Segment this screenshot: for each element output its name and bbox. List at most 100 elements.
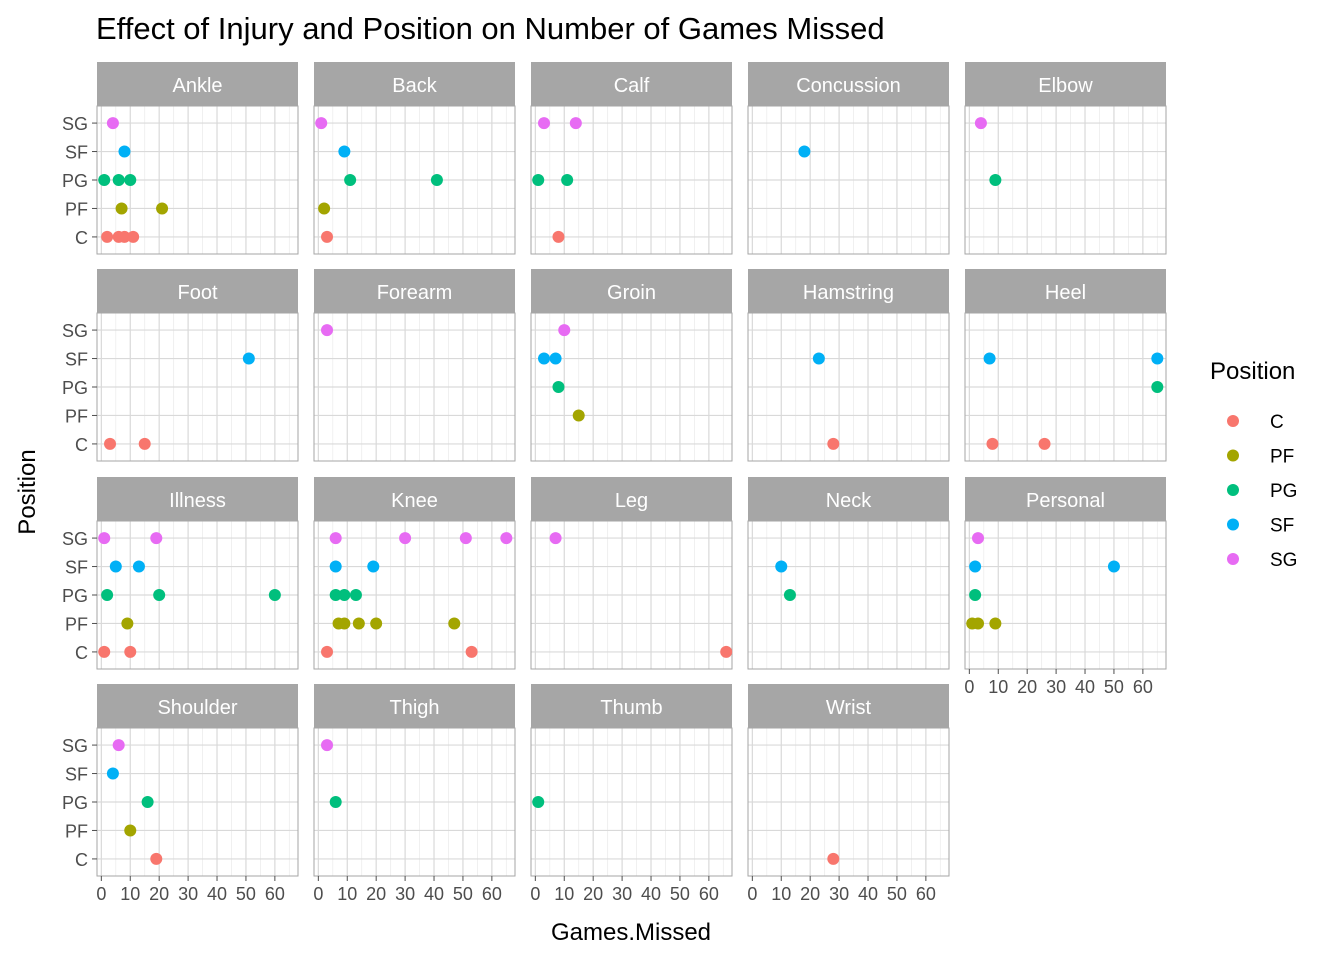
- facet-strip-label: Hamstring: [803, 282, 894, 304]
- data-point: [101, 589, 114, 601]
- y-tick-label: SG: [62, 321, 88, 341]
- facet-strip: [748, 477, 949, 521]
- facet-ankle: Ankle C PF PG SF SG: [62, 62, 299, 255]
- panel-border: [313, 727, 516, 877]
- panel-border: [747, 105, 950, 255]
- legend-label: PF: [1270, 447, 1294, 468]
- y-tick-label: SG: [62, 529, 88, 549]
- x-tick-label: 40: [1075, 677, 1095, 697]
- y-tick-label: SF: [65, 350, 88, 370]
- data-point: [138, 437, 151, 450]
- facet-strip-label: Elbow: [1038, 75, 1093, 97]
- data-point: [972, 532, 985, 545]
- facet-strip: [965, 269, 1166, 313]
- y-tick-label: C: [75, 228, 88, 248]
- y-tick-label: PG: [62, 586, 88, 606]
- facet-strip: [531, 62, 732, 106]
- facet-strip-label: Neck: [826, 490, 873, 512]
- data-point: [338, 617, 351, 630]
- data-point: [969, 560, 982, 573]
- facet-strip-label: Shoulder: [157, 697, 237, 719]
- data-point: [268, 589, 281, 601]
- legend-key: [1227, 518, 1239, 531]
- x-tick-label: 20: [1017, 677, 1037, 697]
- data-point: [242, 352, 255, 365]
- facet-strip-label: Thumb: [600, 697, 662, 719]
- facet-strip: [97, 62, 298, 106]
- facet-strip: [314, 269, 515, 313]
- data-point: [109, 560, 122, 573]
- data-point: [532, 796, 545, 808]
- legend-item-pg: PG: [1227, 481, 1297, 502]
- y-tick-label: PF: [65, 821, 88, 841]
- data-point: [318, 202, 331, 215]
- data-point: [399, 532, 412, 545]
- x-tick-label: 30: [1046, 677, 1066, 697]
- facet-strip-label: Concussion: [796, 75, 901, 97]
- facet-concussion: Concussion: [747, 62, 950, 255]
- data-point: [459, 532, 472, 545]
- y-tick-label: SG: [62, 736, 88, 756]
- x-tick-label: 10: [337, 884, 357, 904]
- data-point: [974, 117, 987, 130]
- data-point: [969, 589, 982, 601]
- data-point: [338, 589, 351, 601]
- data-point: [349, 589, 362, 601]
- legend-item-c: C: [1227, 412, 1284, 433]
- data-point: [315, 117, 328, 130]
- data-point: [430, 174, 443, 186]
- panel-border: [747, 727, 950, 877]
- x-tick-label: 10: [120, 884, 140, 904]
- legend-label: SG: [1270, 550, 1297, 571]
- x-tick-label: 0: [96, 884, 106, 904]
- facet-strip-label: Wrist: [826, 697, 872, 719]
- y-axis-title: Position: [14, 449, 41, 534]
- x-tick-label: 20: [366, 884, 386, 904]
- facet-strip: [531, 269, 732, 313]
- facet-panels: Ankle C PF PG SF SG Back Calf Concussion Elbow Foo…: [62, 62, 1167, 904]
- data-point: [549, 532, 562, 545]
- data-point: [989, 617, 1002, 630]
- x-tick-label: 40: [424, 884, 444, 904]
- y-tick-label: PF: [65, 614, 88, 634]
- legend-key: [1227, 415, 1239, 427]
- data-point: [572, 409, 585, 422]
- data-point: [98, 174, 111, 186]
- facet-strip: [97, 477, 298, 521]
- legend-item-sg: SG: [1227, 550, 1297, 571]
- panel-border: [747, 520, 950, 670]
- data-point: [370, 617, 383, 630]
- data-point: [500, 532, 513, 545]
- facet-back: Back: [313, 62, 516, 255]
- data-point: [112, 174, 125, 186]
- x-tick-label: 60: [482, 884, 502, 904]
- x-axis-title: Games.Missed: [551, 919, 711, 946]
- data-point: [775, 560, 788, 573]
- panel-border: [313, 520, 516, 670]
- panel-border: [964, 520, 1167, 670]
- facet-strip-label: Foot: [177, 282, 217, 304]
- data-point: [465, 645, 478, 658]
- facet-groin: Groin: [530, 269, 733, 462]
- data-point: [118, 145, 131, 158]
- facet-strip-label: Groin: [607, 282, 656, 304]
- facet-strip: [97, 684, 298, 728]
- facet-thumb: Thumb 0 10 20 30 40 50 60: [530, 684, 733, 904]
- facet-strip-label: Knee: [391, 490, 438, 512]
- y-tick-label: PG: [62, 378, 88, 398]
- legend-key: [1227, 449, 1239, 462]
- facet-illness: Illness C PF PG SF SG: [62, 477, 299, 670]
- y-tick-label: C: [75, 850, 88, 870]
- legend-key: [1227, 553, 1239, 565]
- data-point: [989, 174, 1002, 186]
- data-point: [448, 617, 461, 630]
- y-tick-label: SF: [65, 558, 88, 578]
- data-point: [153, 589, 166, 601]
- data-point: [1151, 352, 1164, 365]
- x-tick-label: 0: [747, 884, 757, 904]
- panel-border: [530, 105, 733, 255]
- data-point: [150, 852, 163, 865]
- x-tick-label: 40: [858, 884, 878, 904]
- facet-strip: [531, 477, 732, 521]
